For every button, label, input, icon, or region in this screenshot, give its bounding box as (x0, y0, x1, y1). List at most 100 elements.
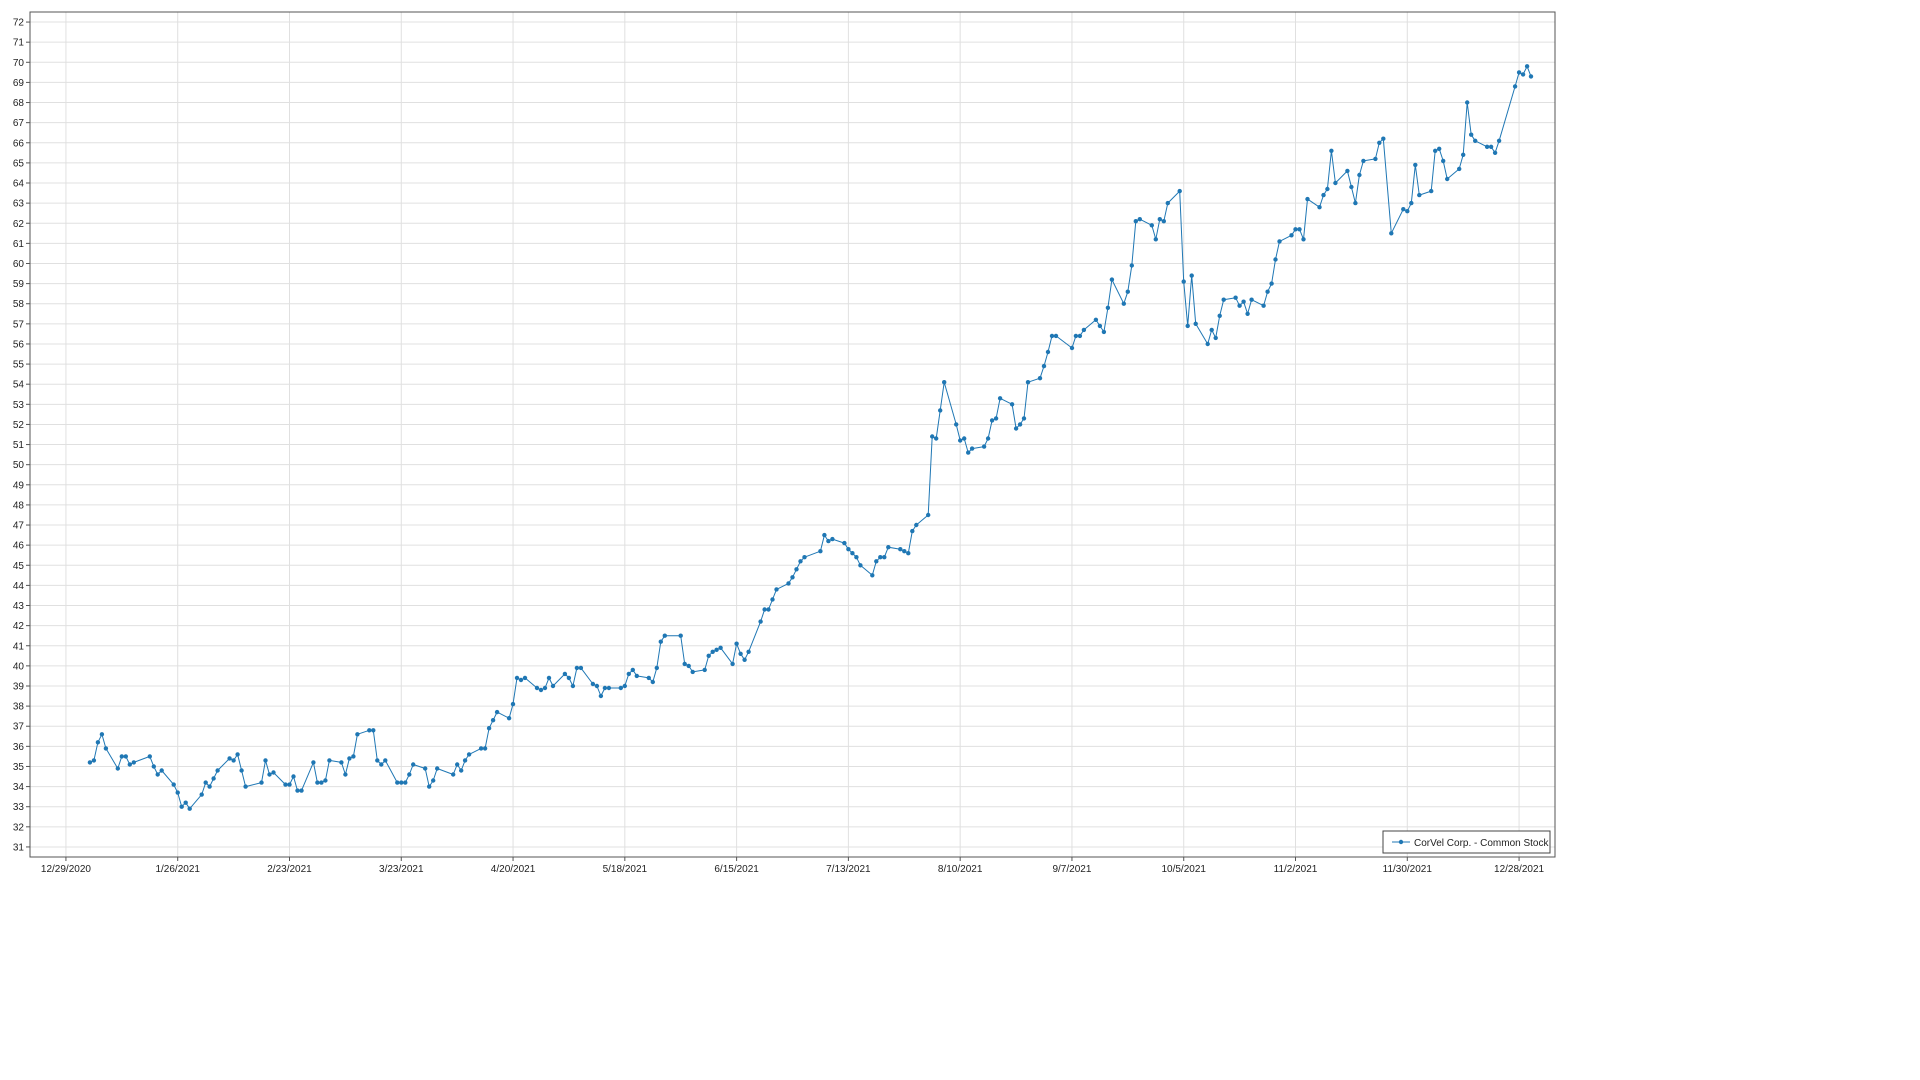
data-point (910, 528, 915, 534)
data-point (1205, 341, 1210, 347)
data-point (235, 752, 240, 757)
data-point (618, 685, 623, 691)
data-point (682, 661, 687, 667)
y-tick-label: 71 (13, 38, 25, 49)
data-point (1469, 132, 1474, 137)
data-point (291, 774, 296, 779)
data-point (411, 762, 416, 767)
data-point (1465, 100, 1470, 105)
data-point (383, 758, 388, 763)
data-point (930, 434, 935, 439)
x-tick-label: 10/5/2021 (1161, 864, 1206, 875)
data-point (1077, 333, 1083, 339)
data-point (510, 701, 516, 707)
x-tick-label: 12/28/2021 (1494, 864, 1544, 875)
data-point (239, 768, 244, 773)
data-point (119, 754, 125, 759)
data-point (1496, 138, 1502, 143)
data-point (171, 782, 176, 787)
data-point (1413, 162, 1418, 168)
data-point (1357, 172, 1362, 178)
y-tick-label: 33 (13, 802, 25, 813)
data-point (1305, 196, 1310, 202)
data-point (127, 762, 132, 767)
x-tick-label: 4/20/2021 (491, 864, 536, 875)
data-point (654, 665, 659, 671)
data-point (1237, 303, 1242, 308)
data-point (734, 641, 739, 646)
axes: 31 32 33 34 35 36 37 38 39 40 41 42 43 44 45 46 47 48 49 50… (13, 18, 1545, 875)
data-point (95, 740, 101, 745)
data-point (1461, 152, 1466, 157)
data-point (954, 422, 959, 427)
data-point (1121, 301, 1127, 306)
y-tick-label: 31 (13, 842, 25, 853)
data-point (1349, 184, 1354, 190)
data-point (1105, 305, 1111, 310)
data-point (870, 573, 875, 578)
data-point (1405, 209, 1410, 214)
data-point (371, 728, 376, 733)
data-point (1109, 277, 1115, 282)
data-point (155, 772, 160, 777)
y-tick-label: 63 (13, 199, 25, 210)
y-tick-label: 65 (13, 158, 25, 169)
y-tick-label: 43 (13, 601, 25, 612)
data-point (842, 540, 847, 546)
data-point (1329, 148, 1334, 153)
data-point (351, 754, 356, 759)
data-point (1069, 345, 1075, 351)
y-tick-label: 45 (13, 561, 25, 572)
data-point (1512, 84, 1518, 89)
data-point (594, 683, 600, 689)
y-tick-label: 37 (13, 722, 25, 733)
data-point (534, 685, 540, 691)
y-tick-label: 41 (13, 641, 25, 652)
data-point (578, 665, 584, 671)
data-point (1377, 140, 1382, 145)
y-tick-label: 68 (13, 98, 25, 109)
data-point (686, 663, 691, 669)
y-tick-label: 56 (13, 339, 25, 350)
x-tick-label: 9/7/2021 (1052, 864, 1091, 875)
y-tick-label: 39 (13, 681, 25, 692)
data-point (786, 581, 791, 586)
data-point (427, 784, 432, 789)
data-point (1133, 219, 1139, 224)
data-point (989, 418, 995, 423)
data-point (455, 762, 460, 767)
data-point (375, 758, 380, 763)
legend-box (1382, 830, 1551, 854)
data-point (431, 778, 436, 783)
data-point (423, 766, 428, 771)
data-point (1389, 231, 1394, 236)
data-point (490, 718, 496, 723)
data-point (1520, 72, 1526, 77)
data-point (1217, 313, 1222, 318)
data-point (395, 780, 400, 785)
x-tick-label: 7/13/2021 (826, 864, 871, 875)
data-point (299, 788, 304, 793)
y-tick-label: 55 (13, 360, 25, 371)
data-point (846, 547, 851, 552)
data-point (985, 436, 991, 441)
data-point (1261, 303, 1266, 308)
data-point (183, 800, 188, 805)
data-point (339, 760, 344, 765)
y-tick-label: 49 (13, 480, 25, 491)
data-point (981, 444, 987, 449)
y-tick-label: 59 (13, 279, 25, 290)
data-point (886, 545, 891, 550)
data-point (459, 768, 464, 773)
y-tick-label: 51 (13, 440, 25, 451)
data-point (327, 758, 332, 763)
data-point (542, 685, 548, 691)
data-point (1516, 70, 1522, 75)
data-point (706, 653, 711, 658)
data-point (566, 675, 572, 681)
data-point (942, 380, 947, 385)
data-point (1149, 223, 1155, 228)
legend-marker-dot (1398, 839, 1404, 845)
y-tick-label: 58 (13, 299, 25, 310)
data-point (574, 665, 580, 671)
